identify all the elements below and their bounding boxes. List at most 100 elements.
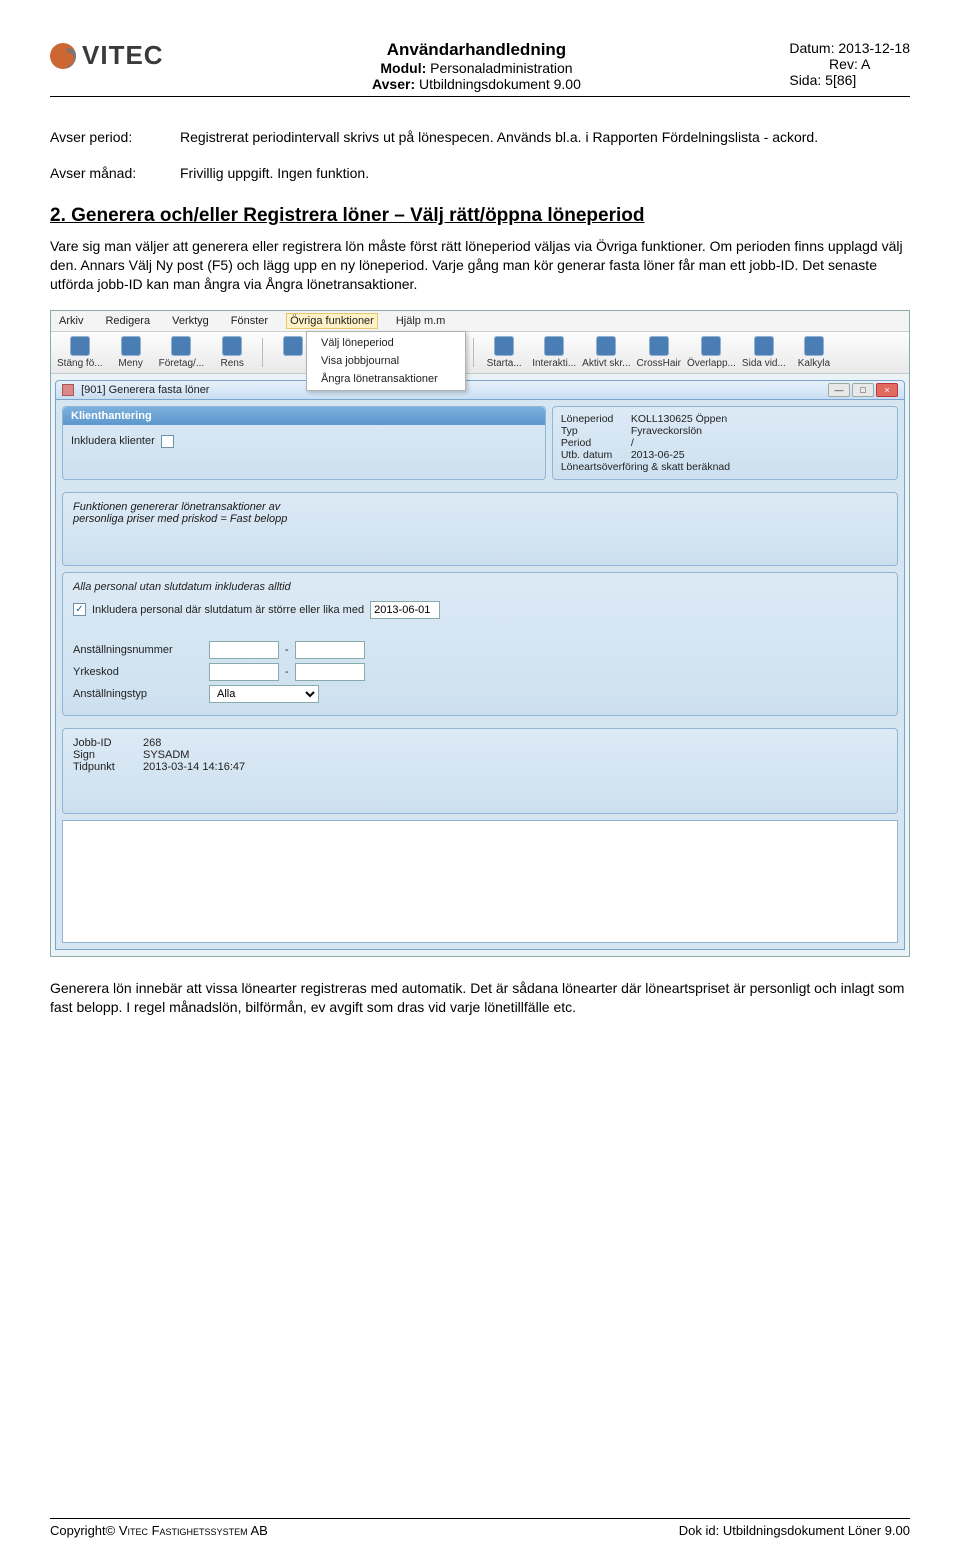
section-heading: 2. Generera och/eller Registrera löner –… [50, 205, 910, 227]
inkludera-klienter-label: Inkludera klienter [71, 435, 155, 447]
def-period-label: Avser period: [50, 129, 180, 145]
job-info-panel: Jobb-ID268 SignSYSADM Tidpunkt2013-03-14… [62, 728, 898, 814]
dropdown-item-valj-loneperiod[interactable]: Välj löneperiod [307, 334, 465, 352]
typ-value: Fyraveckorslön [631, 425, 702, 437]
crosshair-icon [649, 336, 669, 356]
menu-arkiv[interactable]: Arkiv [55, 313, 87, 329]
sign-label: Sign [73, 749, 143, 761]
include-all-text: Alla personal utan slutdatum inkluderas … [73, 581, 887, 593]
menu-redigera[interactable]: Redigera [101, 313, 154, 329]
dropdown-item-visa-jobbjournal[interactable]: Visa jobbjournal [307, 352, 465, 370]
yrkeskod-from-input[interactable] [209, 663, 279, 681]
yrkeskod-label: Yrkeskod [73, 666, 203, 678]
menubar: Arkiv Redigera Verktyg Fönster Övriga fu… [51, 311, 909, 332]
dropdown-item-angra-lonetransaktioner[interactable]: Ångra lönetransaktioner [307, 370, 465, 388]
body-paragraph: Vare sig man väljer att generera eller r… [50, 237, 910, 294]
description-panel: Funktionen genererar lönetransaktioner a… [62, 492, 898, 566]
page-footer: Copyright© Vitec Fastighetssystem AB Dok… [50, 1518, 910, 1538]
tbtn-crosshair[interactable]: CrossHair [637, 336, 681, 369]
menu-icon [121, 336, 141, 356]
page-label: Sida: [789, 72, 821, 88]
header-title: Användarhandledning [372, 40, 581, 60]
close-button[interactable]: × [876, 383, 898, 397]
window-icon [62, 384, 74, 396]
sign-value: SYSADM [143, 749, 189, 761]
anstallningstyp-label: Anställningstyp [73, 688, 203, 700]
tidpunkt-value: 2013-03-14 14:16:47 [143, 761, 245, 773]
tbtn-kalkyla[interactable]: Kalkyla [792, 336, 836, 369]
tbtn-interakti[interactable]: Interakti... [532, 336, 576, 369]
def-period-text: Registrerat periodintervall skrivs ut på… [180, 129, 910, 145]
loneperiod-label: Löneperiod [561, 413, 631, 425]
menu-ovriga-funktioner[interactable]: Övriga funktioner [286, 313, 378, 329]
header-right: Datum: 2013-12-18 Rev: A Sida: 5[86] [789, 40, 910, 88]
toolbar: Stäng fö... Meny Företag/... Rens Fil St… [51, 332, 909, 374]
inner-window-titlebar: [901] Generera fasta löner — □ × [55, 380, 905, 400]
yrkeskod-to-input[interactable] [295, 663, 365, 681]
tbtn-meny[interactable]: Meny [109, 336, 153, 369]
def-month-label: Avser månad: [50, 165, 180, 181]
active-icon [596, 336, 616, 356]
avser-label: Avser: [372, 76, 415, 92]
tbtn-starta[interactable]: Starta... [482, 336, 526, 369]
filter-form: Alla personal utan slutdatum inkluderas … [62, 572, 898, 716]
typ-label: Typ [561, 425, 631, 437]
tbtn-overlapp[interactable]: Överlapp... [687, 336, 736, 369]
logo-icon [50, 43, 76, 69]
status-extra: Löneartsöverföring & skatt beräknad [561, 461, 889, 473]
period-value: / [631, 437, 634, 449]
klienthantering-title: Klienthantering [63, 407, 545, 425]
klienthantering-panel: Klienthantering Inkludera klienter [62, 406, 546, 480]
rev-value: A [861, 56, 870, 72]
tidpunkt-label: Tidpunkt [73, 761, 143, 773]
status-panel: LöneperiodKOLL130625 Öppen TypFyraveckor… [552, 406, 898, 480]
page-header: VITEC Användarhandledning Modul: Persona… [50, 40, 910, 92]
company-name: Vitec Fastighetssystem AB [115, 1523, 268, 1538]
menu-fonster[interactable]: Fönster [227, 313, 272, 329]
jobbid-value: 268 [143, 737, 161, 749]
period-label: Period [561, 437, 631, 449]
tbtn-foretag[interactable]: Företag/... [159, 336, 205, 369]
inner-window-body: Klienthantering Inkludera klienter Lönep… [55, 400, 905, 950]
anstnr-to-input[interactable] [295, 641, 365, 659]
tile-icon [754, 336, 774, 356]
loneperiod-value: KOLL130625 Öppen [631, 413, 727, 425]
rev-label: Rev: [829, 56, 858, 72]
utb-value: 2013-06-25 [631, 449, 685, 461]
minimize-button[interactable]: — [828, 383, 850, 397]
interact-icon [544, 336, 564, 356]
anstnr-label: Anställningsnummer [73, 644, 203, 656]
include-slutdatum-checkbox[interactable]: ✓ [73, 603, 86, 616]
logo-text: VITEC [82, 40, 164, 71]
toolbar-separator [473, 338, 474, 367]
logo: VITEC [50, 40, 164, 71]
inkludera-klienter-checkbox[interactable] [161, 435, 174, 448]
maximize-button[interactable]: □ [852, 383, 874, 397]
start-icon [494, 336, 514, 356]
avser-value: Utbildningsdokument 9.00 [419, 76, 581, 92]
menu-verktyg[interactable]: Verktyg [168, 313, 213, 329]
page-value: 5[86] [825, 72, 856, 88]
anstnr-from-input[interactable] [209, 641, 279, 659]
desc-line1: Funktionen genererar lönetransaktioner a… [73, 501, 887, 513]
module-value: Personaladministration [430, 60, 572, 76]
dropdown-menu: Välj löneperiod Visa jobbjournal Ångra l… [306, 331, 466, 391]
module-label: Modul: [380, 60, 426, 76]
header-rule [50, 96, 910, 97]
tbtn-rens[interactable]: Rens [210, 336, 254, 369]
tbtn-stang[interactable]: Stäng fö... [57, 336, 103, 369]
jobbid-label: Jobb-ID [73, 737, 143, 749]
tbtn-aktivt[interactable]: Aktivt skr... [582, 336, 630, 369]
include-slutdatum-label: Inkludera personal där slutdatum är stör… [92, 604, 364, 616]
slutdatum-date-input[interactable] [370, 601, 440, 619]
anstallningstyp-select[interactable]: Alla [209, 685, 319, 703]
menu-hjalp[interactable]: Hjälp m.m [392, 313, 450, 329]
tbtn-sidavid[interactable]: Sida vid... [742, 336, 786, 369]
final-paragraph: Generera lön innebär att vissa lönearter… [50, 979, 910, 1017]
calc-icon [804, 336, 824, 356]
toolbar-separator [262, 338, 263, 367]
overlap-icon [701, 336, 721, 356]
doc-id-label: Dok id: [679, 1523, 723, 1538]
date-label: Datum: [789, 40, 834, 56]
app-window: Arkiv Redigera Verktyg Fönster Övriga fu… [50, 310, 910, 957]
